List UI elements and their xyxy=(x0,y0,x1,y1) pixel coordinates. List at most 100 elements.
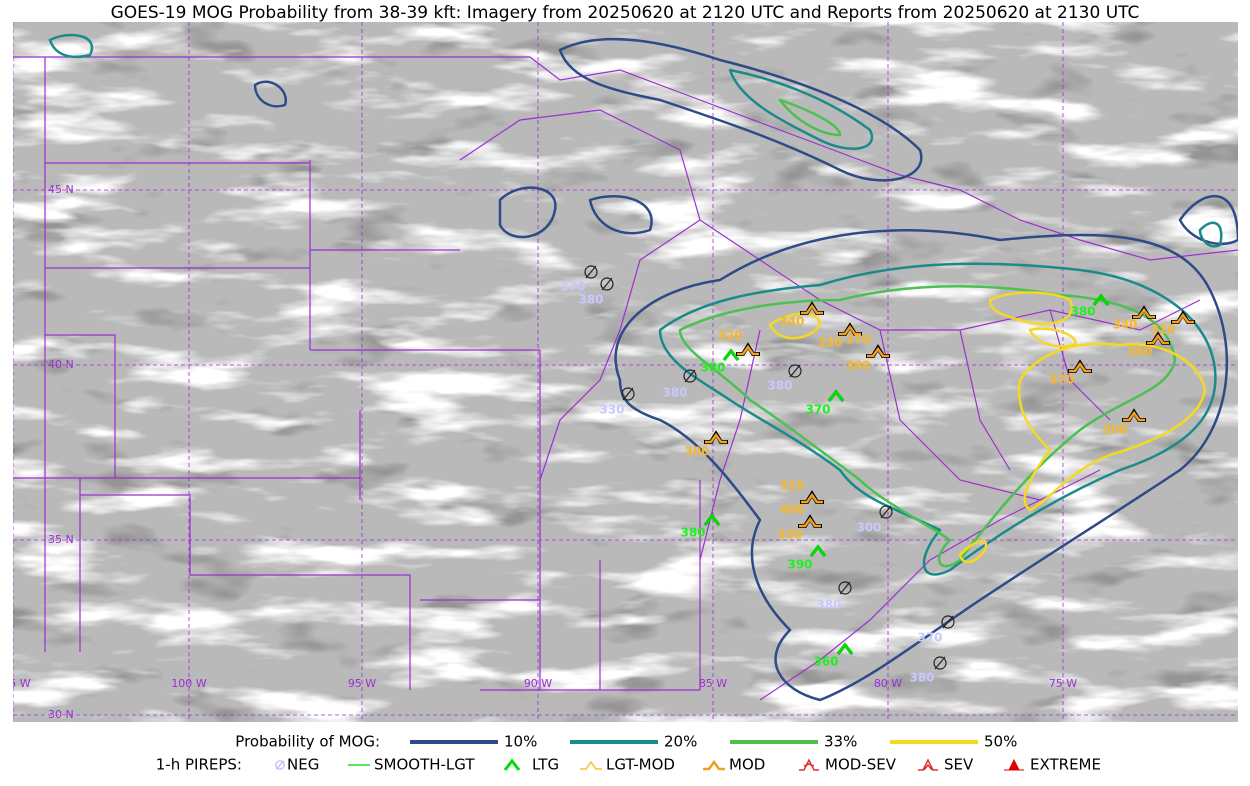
pirep-altitude: 370 xyxy=(560,280,585,294)
legend-label: NEG xyxy=(287,756,319,774)
borders xyxy=(13,56,1238,701)
pirep-altitude: 300 xyxy=(845,359,870,373)
neg-slash xyxy=(880,505,892,519)
mod-symbol xyxy=(1172,312,1194,324)
pirep-altitude: 370 xyxy=(917,631,942,645)
neg-slash xyxy=(684,369,696,383)
mod-symbol xyxy=(1069,361,1091,373)
neg-symbol xyxy=(879,505,893,519)
map: 45 N 40 N 35 N 30 N 105 W 100 W 95 W 90 W 85 W 80… xyxy=(0,22,1238,722)
pirep-ltg: 360 xyxy=(813,642,854,669)
contour-0 xyxy=(614,229,1229,702)
pirep-mod: 330 xyxy=(817,322,862,350)
lon-label: 105 W xyxy=(0,677,31,690)
neg-symbol xyxy=(275,760,285,770)
contours xyxy=(48,33,1238,702)
pirep-altitude: 360 xyxy=(813,655,838,669)
pirep-altitude: 330 xyxy=(599,403,624,417)
pirep-mod: 400 xyxy=(779,490,824,517)
pirep-neg: 380 xyxy=(662,369,697,400)
pirep-mod: 360 xyxy=(1127,331,1170,359)
contour-1 xyxy=(658,262,1217,576)
pirep-altitude: 340 xyxy=(1112,318,1137,332)
lat-label: 40 N xyxy=(48,358,74,371)
neg-symbol xyxy=(788,364,802,378)
graticule xyxy=(13,22,1238,722)
pirep-mod: 340 xyxy=(779,301,824,329)
pirep-altitude: 380 xyxy=(1070,305,1095,319)
contour-0 xyxy=(558,37,923,182)
neg-slash xyxy=(585,265,597,279)
legend-label: LTG xyxy=(532,756,559,774)
neg-symbol xyxy=(838,581,852,595)
mod-symbol xyxy=(799,516,821,528)
legend-label: MOD xyxy=(729,756,765,774)
contour-0 xyxy=(253,80,1238,246)
cloud-tops xyxy=(13,22,1238,722)
neg-slash xyxy=(622,387,634,401)
ltg-symbol xyxy=(703,513,721,526)
pirep-altitude: 380 xyxy=(909,671,934,685)
lon-label: 85 W xyxy=(699,677,727,690)
pirep-altitude: 330 xyxy=(817,336,842,350)
pirep-altitude: 320 xyxy=(1150,323,1175,337)
pirep-altitude: 360 xyxy=(1127,345,1152,359)
pirep-mod: 370 xyxy=(1049,359,1092,387)
pirep-neg: 380 xyxy=(767,364,802,393)
pirep-neg: 370 xyxy=(917,615,955,645)
pirep-mod: 320 xyxy=(717,329,760,356)
mod-symbol xyxy=(839,324,861,336)
pirep-neg: 300 xyxy=(856,505,893,535)
pirep-altitude: 380 xyxy=(816,598,841,612)
neg-symbol xyxy=(600,277,614,291)
neg-symbol xyxy=(683,369,697,383)
pirep-ltg: 380 xyxy=(1070,293,1110,319)
ltg-symbol xyxy=(1092,293,1110,306)
lat-label: 35 N xyxy=(48,533,74,546)
ltg-symbol xyxy=(836,642,854,655)
mod-symbol xyxy=(867,346,889,358)
ltg-symbol xyxy=(809,544,827,557)
pirep-mod: 330 xyxy=(777,514,822,542)
sev-symbol xyxy=(918,758,938,771)
ltg-symbol xyxy=(722,348,740,361)
legend-label: 33% xyxy=(824,733,857,751)
mod-symbol xyxy=(737,344,759,356)
legend: Probability of MOG: 10% 20% 33% 50% 1-h PIREP… xyxy=(156,733,1101,774)
pirep-altitude: 330 xyxy=(777,528,802,542)
neg-slash xyxy=(942,615,954,629)
legend-label: 10% xyxy=(504,733,537,751)
lon-label: 100 W xyxy=(171,677,206,690)
pirep-altitude: 380 xyxy=(680,526,705,540)
neg-symbol xyxy=(621,387,635,401)
pirep-neg: 380 xyxy=(816,581,852,612)
ltg-symbol xyxy=(827,389,845,402)
mod-symbol xyxy=(1133,307,1155,319)
lon-label: 80 W xyxy=(874,677,902,690)
mod-symbol xyxy=(703,759,725,771)
legend-label: SEV xyxy=(944,756,974,774)
pirep-altitude: 380 xyxy=(767,379,792,393)
pirep-ltg: 390 xyxy=(787,544,827,572)
pirep-altitude: 380 xyxy=(700,361,725,375)
legend-label: 50% xyxy=(984,733,1017,751)
pirep-altitude: 300 xyxy=(684,445,709,459)
neg-slash xyxy=(934,656,946,670)
pirep-altitude: 370 xyxy=(805,403,830,417)
pirep-neg: 330 xyxy=(599,387,635,417)
lat-label: 45 N xyxy=(48,183,74,196)
mod-symbol xyxy=(801,492,823,504)
pirep-altitude: 380 xyxy=(578,293,603,307)
pirep-mod: 340 xyxy=(1112,305,1156,332)
lat-label: 30 N xyxy=(48,708,74,721)
pirep-altitude: 300 xyxy=(856,521,881,535)
mod-symbol xyxy=(1123,410,1145,422)
contour-3 xyxy=(768,291,1207,564)
pirep-altitude: 400 xyxy=(779,503,804,517)
pirep-mod: 300 xyxy=(684,430,728,459)
mod-symbol xyxy=(705,432,727,444)
pirep-ltg: 380 xyxy=(700,348,740,375)
pirep-neg: 380 xyxy=(909,656,947,685)
title: GOES-19 MOG Probability from 38-39 kft: … xyxy=(111,3,1140,23)
